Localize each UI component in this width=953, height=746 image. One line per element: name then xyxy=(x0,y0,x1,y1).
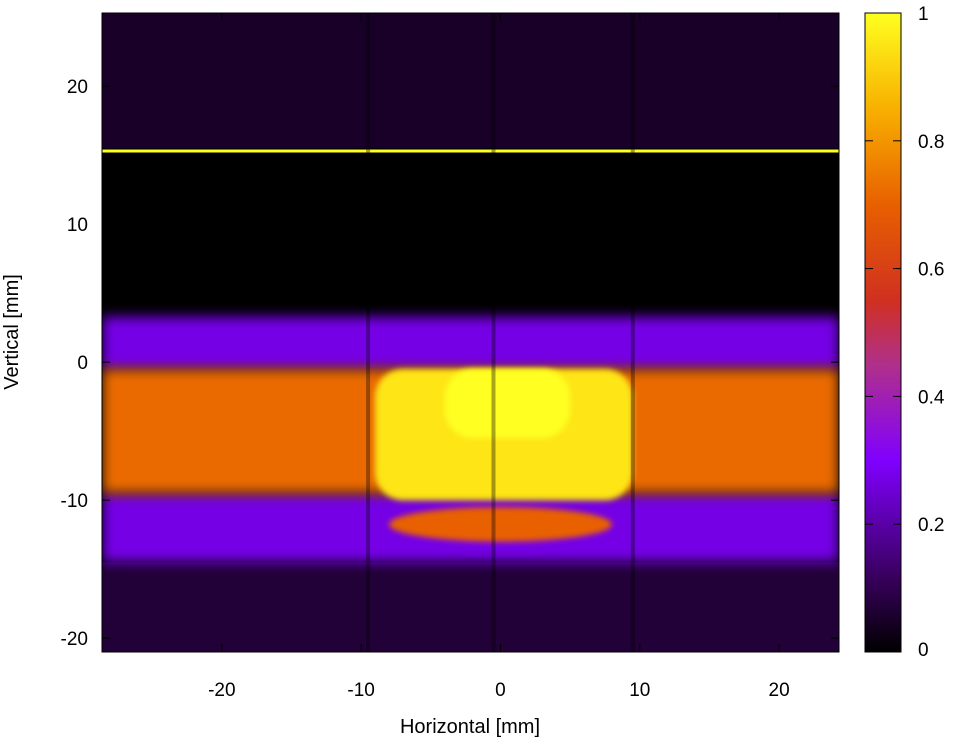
plot-frame xyxy=(101,12,840,653)
colorbar-tick-label: 0.8 xyxy=(918,132,944,153)
y-tick-label: 0 xyxy=(77,353,88,374)
orange-lower-lobe xyxy=(388,507,612,542)
streak xyxy=(491,13,496,652)
streak xyxy=(630,13,635,652)
x-tick-label: -20 xyxy=(208,680,235,701)
y-tick-label: -20 xyxy=(61,629,88,650)
colorbar: 0 0.2 0.4 0.6 0.8 1 xyxy=(864,4,945,661)
plot-area xyxy=(102,13,839,652)
x-tick-label: -10 xyxy=(347,680,374,701)
y-tick-label: -10 xyxy=(61,491,88,512)
x-axis-ticks: -20 -10 0 10 20 xyxy=(208,13,790,701)
gap xyxy=(102,151,839,317)
colorbar-tick-label: 1 xyxy=(918,4,929,25)
colorbar-tick-label: 0 xyxy=(918,640,929,661)
lower-background xyxy=(102,562,839,652)
y-tick-label: 20 xyxy=(67,77,88,98)
x-tick-label: 0 xyxy=(495,680,506,701)
colorbar-gradient xyxy=(864,12,902,653)
vertical-streaks xyxy=(366,13,635,652)
x-tick-label: 20 xyxy=(769,680,790,701)
colorbar-tick-label: 0.6 xyxy=(918,260,944,281)
streak xyxy=(366,13,371,652)
upper-background xyxy=(102,13,839,149)
x-axis-label: Horizontal [mm] xyxy=(400,716,540,738)
bright-inner-blocks xyxy=(444,369,571,439)
edge-line xyxy=(102,149,839,153)
colorbar-tick-label: 0.4 xyxy=(918,387,945,408)
colorbar-ticks: 0 0.2 0.4 0.6 0.8 1 xyxy=(865,4,945,661)
colorbar-tick-label: 0.2 xyxy=(918,515,944,536)
y-axis-ticks: -20 -10 0 10 20 xyxy=(61,77,839,650)
x-tick-label: 10 xyxy=(629,680,650,701)
y-axis-label: Vertical [mm] xyxy=(1,274,23,390)
heatmap-regions xyxy=(102,13,839,652)
top-purple-band xyxy=(102,316,839,370)
y-tick-label: 10 xyxy=(67,215,88,236)
